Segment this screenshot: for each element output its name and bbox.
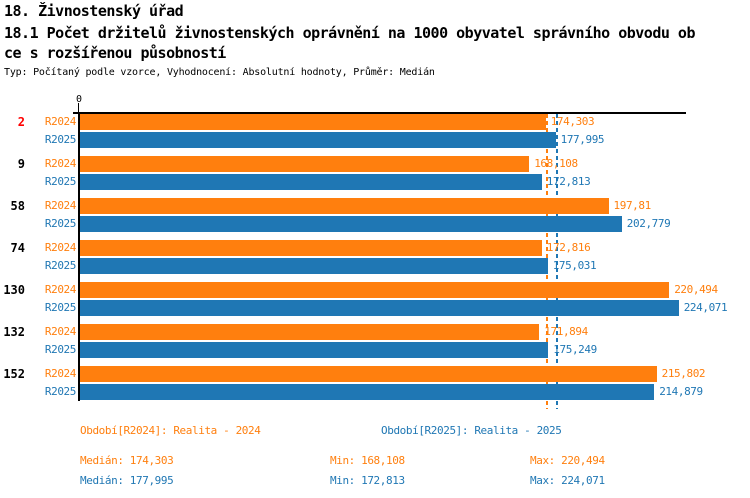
report-meta-line: Typ: Počítaný podle vzorce, Vyhodnocení:… (4, 67, 435, 78)
bar-r2025 (80, 300, 679, 316)
bar-r2024 (80, 114, 546, 130)
bar-r2025 (80, 258, 548, 274)
series-label-r2025: R2025 (44, 175, 77, 188)
series-label-r2025: R2025 (44, 133, 77, 146)
report-subtitle-line2: ce s rozšířenou působností (4, 44, 226, 62)
axis-origin-label: 0 (75, 94, 83, 105)
bar-value-label: 168,108 (534, 157, 578, 170)
series-label-r2025: R2025 (44, 217, 77, 230)
bar-value-label: 220,494 (674, 283, 718, 296)
stat-max-r2025: Max: 224,071 (530, 474, 605, 487)
bar-value-label: 172,816 (546, 241, 591, 254)
axis-tick (78, 103, 79, 112)
bar-value-label: 197,81 (613, 199, 652, 212)
series-label-r2024: R2024 (44, 115, 77, 128)
stat-median-r2025: Medián: 177,995 (80, 474, 174, 487)
bar-r2025 (80, 174, 542, 190)
bar-value-label: 202,779 (626, 217, 671, 230)
series-label-r2025: R2025 (44, 385, 77, 398)
bar-value-label: 177,995 (560, 133, 605, 146)
bar-r2024 (80, 198, 609, 214)
x-axis-line (73, 112, 686, 114)
bar-value-label: 171,894 (544, 325, 588, 338)
bar-r2024 (80, 240, 542, 256)
bar-value-label: 174,303 (550, 115, 595, 128)
stat-median-r2024: Medián: 174,303 (80, 454, 174, 467)
stat-max-r2024: Max: 220,494 (530, 454, 605, 467)
bar-r2025 (80, 384, 655, 400)
category-label: 74 (10, 241, 25, 255)
series-label-r2024: R2024 (44, 157, 77, 170)
series-label-r2024: R2024 (44, 199, 77, 212)
legend-r2025: Období[R2025]: Realita - 2025 (381, 424, 562, 437)
bar-r2025 (80, 342, 549, 358)
category-label: 130 (3, 283, 25, 297)
series-label-r2024: R2024 (44, 283, 77, 296)
report-title: 18. Živnostenský úřad (4, 2, 184, 20)
bar-r2024 (80, 324, 540, 340)
bar-value-label: 215,802 (661, 367, 706, 380)
bar-r2024 (80, 366, 657, 382)
series-label-r2024: R2024 (44, 325, 77, 338)
stat-min-r2024: Min: 168,108 (330, 454, 405, 467)
series-label-r2025: R2025 (44, 259, 77, 272)
series-label-r2025: R2025 (44, 343, 77, 356)
bar-value-label: 224,071 (683, 301, 728, 314)
category-label: 152 (3, 367, 25, 381)
bar-r2025 (80, 132, 556, 148)
series-label-r2024: R2024 (44, 367, 77, 380)
bar-r2025 (80, 216, 622, 232)
y-axis-line (78, 112, 80, 401)
bar-r2024 (80, 156, 530, 172)
legend-r2024: Období[R2024]: Realita - 2024 (80, 424, 261, 437)
bar-value-label: 214,879 (659, 385, 703, 398)
series-label-r2025: R2025 (44, 301, 77, 314)
bar-value-label: 172,813 (546, 175, 591, 188)
report-subtitle-line1: 18.1 Počet držitelů živnostenských opráv… (4, 24, 696, 42)
median-line-r2025 (555, 114, 558, 409)
bar-r2024 (80, 282, 670, 298)
category-label: 58 (10, 199, 25, 213)
category-label: 2 (17, 115, 25, 129)
bar-value-label: 175,031 (552, 259, 597, 272)
series-label-r2024: R2024 (44, 241, 77, 254)
bar-chart: 0 2 R2024 174,303 R2025 177,995 9 R2024 168,108… (3, 94, 728, 409)
category-label: 9 (17, 157, 25, 171)
category-label: 132 (3, 325, 25, 339)
stat-min-r2025: Min: 172,813 (330, 474, 405, 487)
bar-value-label: 175,249 (553, 343, 597, 356)
